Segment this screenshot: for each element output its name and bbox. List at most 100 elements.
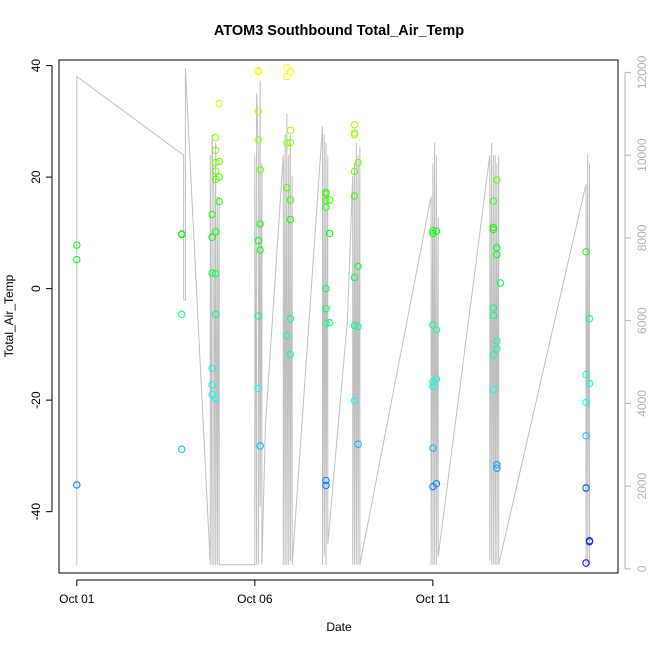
data-point	[354, 440, 362, 448]
y-tick-label: 20	[29, 170, 43, 184]
y2-tick-label: 12000	[635, 55, 649, 89]
data-point	[325, 229, 334, 238]
data-point	[322, 203, 330, 211]
data-point	[493, 464, 501, 472]
data-point	[254, 384, 263, 393]
data-point	[429, 321, 437, 329]
data-point	[212, 133, 220, 142]
data-point	[322, 476, 330, 485]
y2-tick-label: 2000	[635, 472, 649, 499]
data-point	[489, 385, 498, 394]
y-tick-label: 0	[29, 285, 43, 292]
data-point	[350, 131, 359, 139]
data-point	[283, 139, 291, 147]
y2-tick-label: 0	[635, 565, 649, 572]
y2-tick-label: 6000	[635, 307, 649, 334]
data-point	[489, 197, 498, 205]
data-point	[73, 255, 81, 264]
data-point	[493, 176, 501, 184]
data-point	[286, 315, 295, 323]
data-point	[322, 305, 330, 313]
data-point	[582, 248, 590, 256]
data-point	[73, 481, 81, 489]
data-point	[325, 196, 334, 204]
data-point	[283, 331, 291, 340]
altitude-trace-line	[76, 68, 590, 566]
chart-title: ATOM3 Southbound Total_Air_Temp	[214, 23, 464, 39]
data-point	[254, 312, 263, 320]
data-point	[212, 228, 220, 236]
data-point	[286, 138, 295, 147]
data-point	[322, 481, 330, 490]
data-point	[493, 250, 501, 259]
plot-area: -40 -20 0 20 40 Oct 01 Oct 06 Oct 11 0 2000 4000 60…	[29, 55, 649, 606]
data-point	[582, 398, 590, 407]
data-point	[354, 322, 362, 331]
y-tick-label: 40	[29, 59, 43, 73]
data-point	[432, 227, 441, 235]
data-point	[215, 197, 223, 206]
data-point	[350, 273, 359, 282]
data-point	[178, 230, 186, 238]
data-point	[429, 383, 437, 391]
y-axis-label: Total_Air_Temp	[2, 274, 16, 357]
data-point	[350, 121, 359, 129]
data-point	[208, 233, 216, 242]
data-point	[254, 107, 263, 116]
data-point	[212, 158, 220, 167]
data-point	[254, 136, 263, 144]
data-point	[286, 196, 295, 204]
data-point	[286, 350, 295, 359]
data-point	[208, 364, 216, 373]
x-tick-label: Oct 01	[59, 592, 95, 606]
data-point	[256, 220, 264, 228]
data-point	[489, 304, 498, 312]
data-point	[208, 210, 216, 219]
x-tick-label: Oct 11	[416, 592, 451, 606]
data-point	[354, 158, 362, 167]
data-point	[212, 310, 220, 318]
data-point	[212, 167, 220, 175]
data-point	[350, 321, 359, 330]
data-point	[212, 146, 220, 155]
data-point	[585, 379, 594, 388]
data-point	[256, 442, 264, 450]
data-point	[350, 167, 359, 176]
data-point	[286, 126, 295, 135]
data-point	[215, 173, 223, 181]
data-point	[432, 326, 441, 334]
data-point	[283, 73, 291, 81]
data-point	[496, 279, 505, 287]
data-point	[256, 166, 264, 174]
data-point	[582, 484, 590, 492]
data-point	[350, 397, 359, 405]
data-point	[215, 157, 223, 166]
y2-tick-label: 4000	[635, 390, 649, 417]
data-point	[582, 370, 590, 379]
data-point	[429, 444, 437, 452]
data-point	[429, 226, 437, 235]
data-point	[208, 381, 216, 389]
data-point	[493, 337, 501, 345]
data-point	[322, 284, 330, 293]
data-point	[254, 237, 263, 245]
data-point	[354, 262, 362, 270]
data-point	[585, 315, 594, 323]
data-point	[432, 480, 441, 488]
data-point	[489, 225, 498, 234]
x-tick-label: Oct 06	[237, 592, 273, 606]
y-tick-label: -20	[29, 391, 43, 409]
data-point	[254, 68, 263, 76]
data-point	[283, 184, 291, 192]
y-tick-label: -40	[29, 503, 43, 521]
data-point	[286, 215, 295, 224]
data-point	[325, 318, 334, 327]
data-point	[585, 538, 594, 546]
data-point	[493, 345, 501, 353]
data-point	[178, 310, 186, 318]
data-point	[582, 432, 590, 440]
data-point	[212, 269, 220, 278]
y2-tick-label: 10000	[635, 138, 649, 172]
data-point	[489, 311, 498, 320]
